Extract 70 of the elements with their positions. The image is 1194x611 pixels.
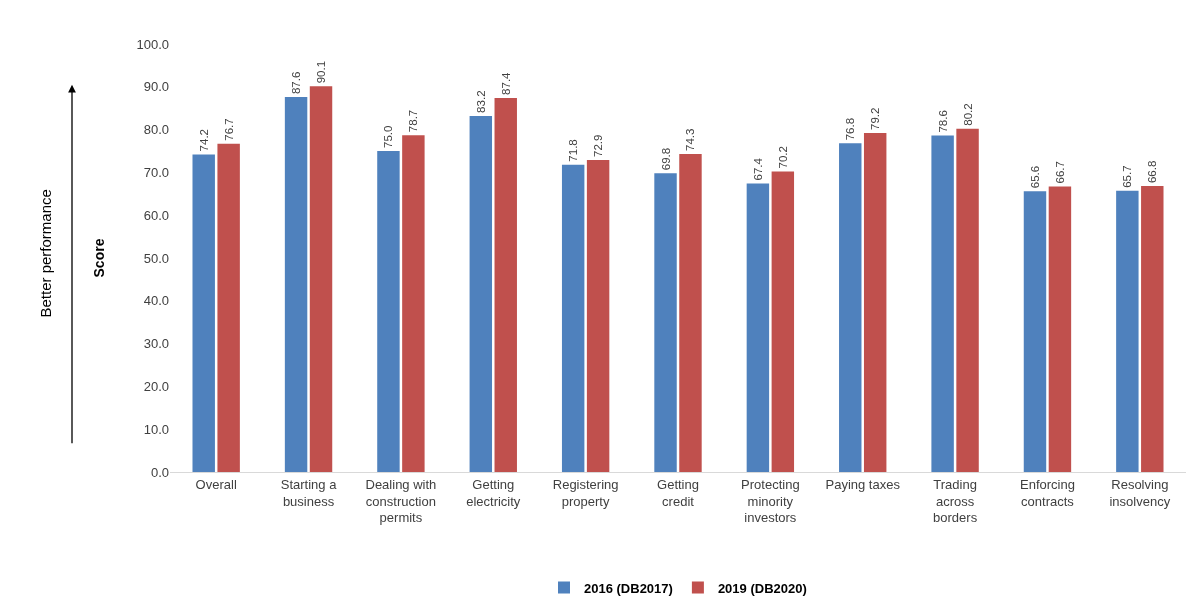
data-label: 87.6 — [290, 71, 303, 95]
bar — [192, 154, 215, 472]
x-tick-label: Enforcing contracts — [1019, 476, 1075, 509]
bar — [931, 135, 954, 472]
data-label: 80.2 — [961, 103, 974, 126]
bar — [377, 151, 400, 472]
data-label: 78.6 — [936, 110, 949, 133]
y-tick-label: 0.0 — [150, 464, 169, 480]
data-label: 87.4 — [499, 71, 512, 95]
x-tick-label: Dealing with construction permits — [365, 476, 437, 526]
legend-label: 2016 (DB2017) — [584, 580, 673, 596]
x-tick-label: Getting credit — [657, 476, 699, 509]
data-label: 65.6 — [1028, 165, 1041, 189]
bar — [1048, 186, 1072, 472]
data-label: 74.3 — [684, 128, 697, 151]
bar — [1141, 186, 1164, 472]
data-label: 78.7 — [407, 109, 420, 133]
data-label: 66.8 — [1146, 160, 1159, 184]
y-tick-label: 40.0 — [143, 293, 169, 309]
data-label: 72.9 — [592, 134, 605, 157]
x-tick-label: Trading across borders — [933, 476, 978, 526]
bar — [402, 135, 425, 472]
bar — [679, 154, 702, 472]
bar — [956, 128, 979, 472]
bar — [284, 97, 308, 472]
x-tick-label: Getting electricity — [466, 476, 521, 509]
y-axis-title: Score — [91, 238, 108, 278]
x-tick-label: Registering property — [552, 476, 619, 509]
bar — [1116, 190, 1139, 472]
bar — [771, 171, 795, 472]
x-tick-label: Protecting minority investors — [741, 476, 800, 526]
data-label: 66.7 — [1053, 161, 1066, 184]
data-label: 75.0 — [382, 125, 395, 148]
y-tick-label: 10.0 — [143, 421, 169, 437]
x-tick-label: Overall — [195, 476, 237, 492]
bar — [1023, 191, 1047, 472]
y-tick-label: 20.0 — [143, 378, 169, 394]
data-label: 83.2 — [474, 90, 487, 113]
bar — [839, 143, 862, 472]
bar — [863, 133, 887, 472]
y-tick-label: 60.0 — [143, 207, 169, 223]
legend-label: 2019 (DB2020) — [717, 580, 807, 596]
bar — [746, 183, 770, 472]
data-label: 90.1 — [315, 60, 328, 84]
data-label: 79.2 — [869, 107, 882, 131]
data-label: 65.7 — [1121, 165, 1134, 188]
bar — [561, 164, 585, 472]
bar — [586, 159, 610, 472]
bar — [654, 173, 677, 472]
y-tick-label: 90.0 — [143, 79, 169, 95]
x-tick-label: Resolving insolvency — [1109, 476, 1171, 509]
y-tick-label: 80.0 — [143, 122, 169, 138]
data-label: 76.7 — [222, 118, 235, 141]
y-tick-label: 100.0 — [136, 36, 169, 52]
bar — [494, 97, 517, 472]
x-tick-label: Starting a business — [280, 476, 338, 509]
data-label: 74.2 — [197, 128, 210, 152]
x-tick-label: Paying taxes — [825, 476, 901, 492]
y-tick-label: 50.0 — [143, 250, 169, 266]
y-tick-label: 30.0 — [143, 336, 169, 352]
data-label: 69.8 — [659, 147, 672, 171]
data-label: 67.4 — [751, 157, 764, 181]
bar — [469, 115, 493, 472]
bar — [309, 86, 333, 472]
data-label: 76.8 — [844, 117, 857, 141]
data-label: 70.2 — [776, 146, 789, 169]
y-tick-label: 70.0 — [143, 164, 169, 180]
data-label: 71.8 — [567, 139, 580, 162]
bar — [217, 143, 240, 472]
text: Better performance — [37, 189, 55, 318]
